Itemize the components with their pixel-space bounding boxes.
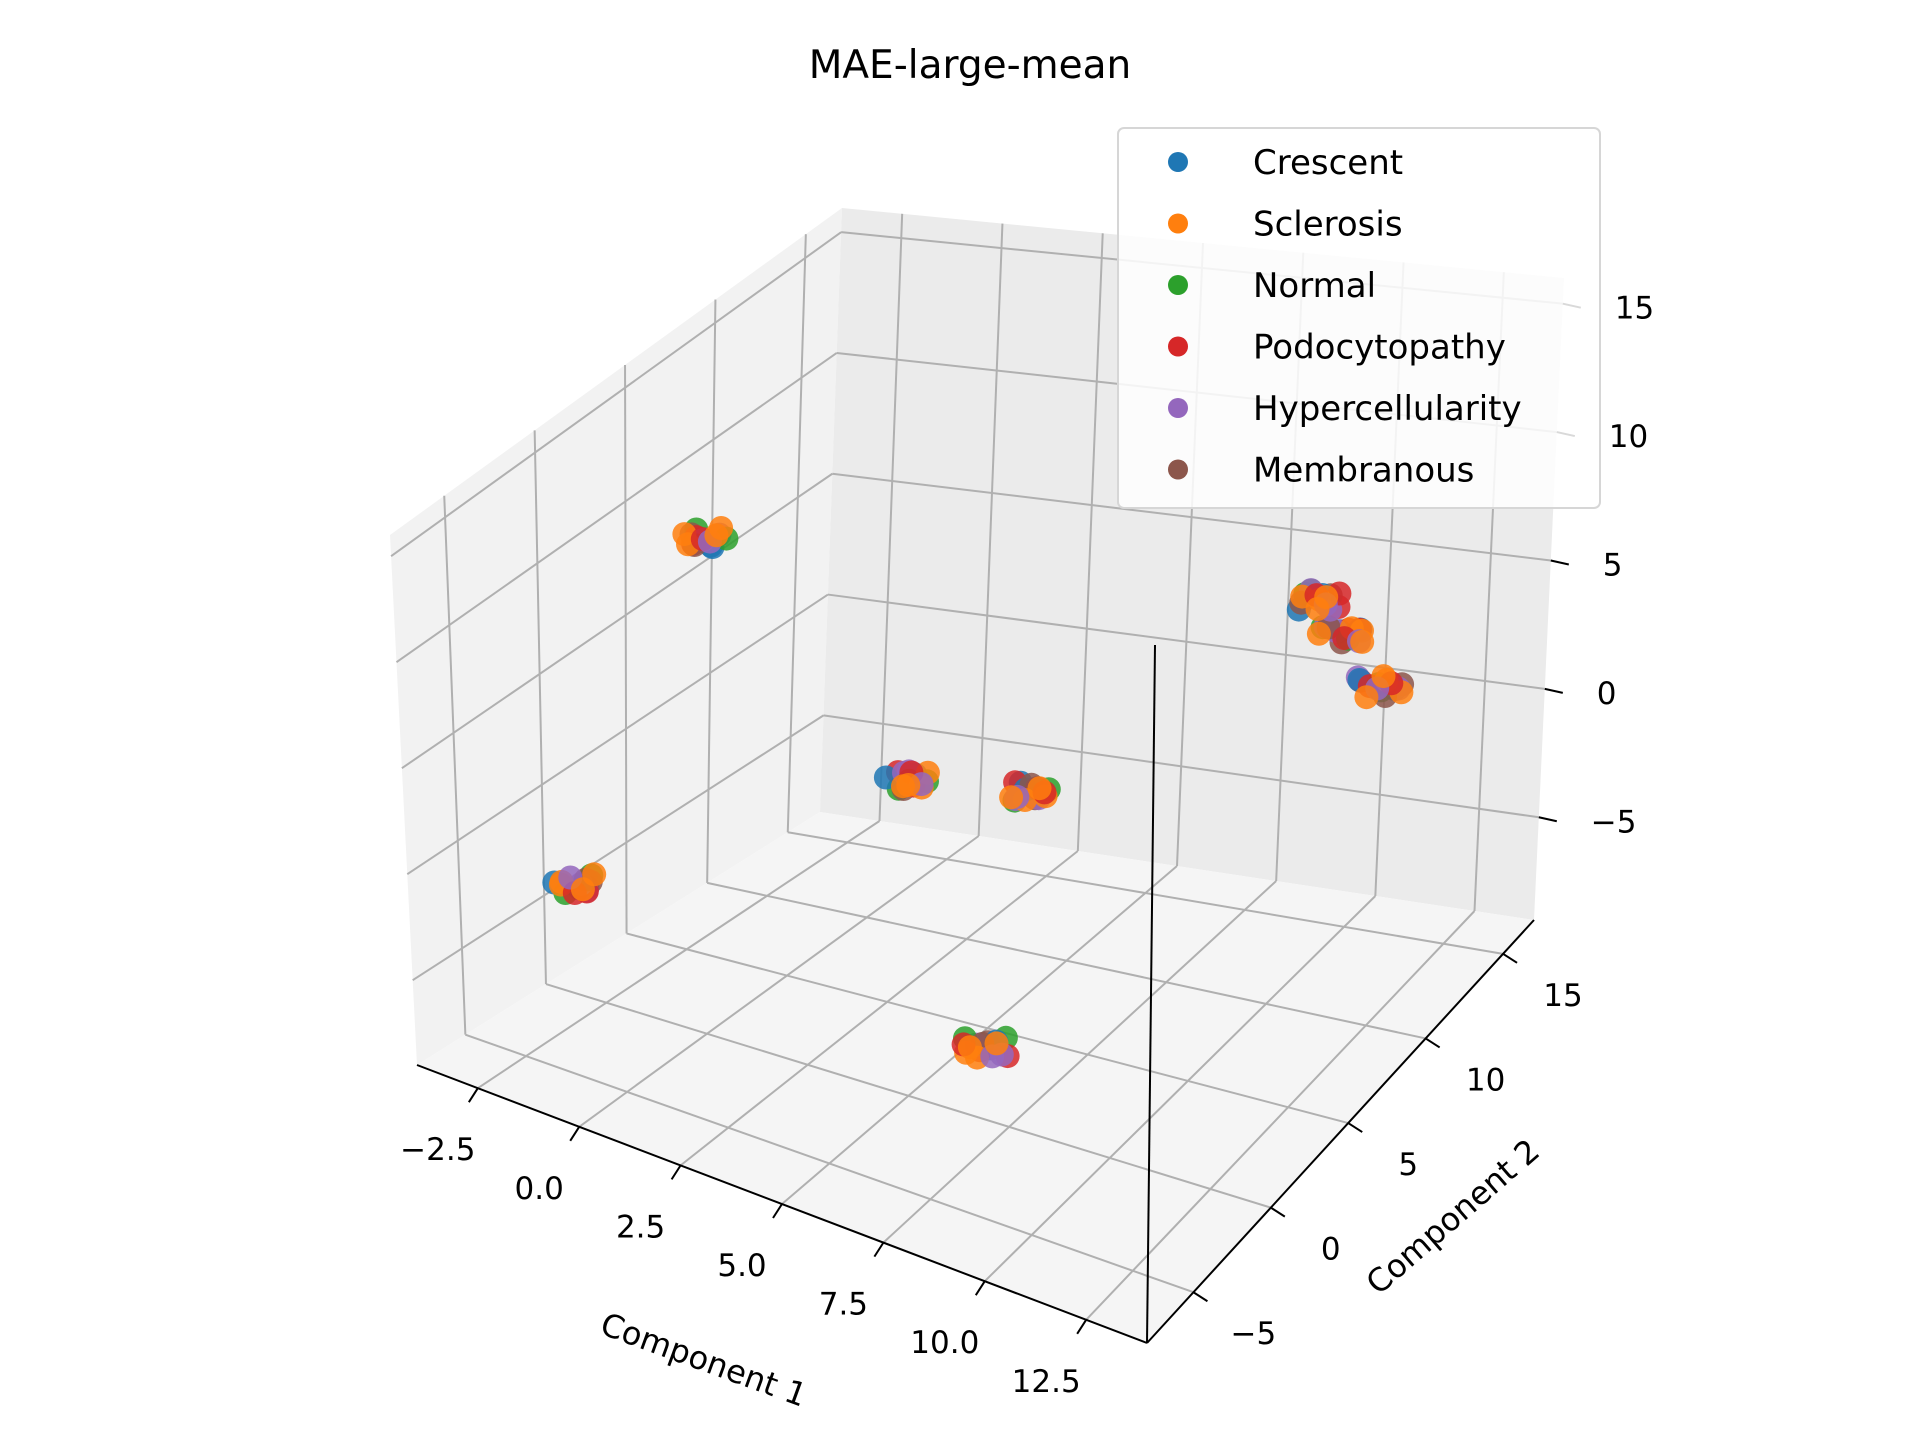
point-sclerosis (891, 774, 915, 799)
y-tick-label: 5 (1398, 1147, 1418, 1183)
point-sclerosis (1314, 585, 1339, 610)
point-sclerosis (1350, 629, 1375, 654)
z-tick-label: 0 (1597, 676, 1617, 712)
z-tick-label: 10 (1609, 419, 1648, 455)
z-axis-line (1146, 644, 1156, 1344)
x-tick-label: 10.0 (910, 1325, 979, 1361)
z-tick-mark (1550, 559, 1570, 566)
legend-label-sclerosis: Sclerosis (1253, 205, 1403, 245)
z-gridline-back (832, 472, 1551, 562)
point-sclerosis (999, 785, 1024, 810)
axis-lines (416, 302, 1582, 1344)
y-gridline-left (786, 234, 807, 833)
z-gridline-left (406, 593, 829, 876)
pane-left (390, 208, 842, 1065)
y-tick-mark (1192, 1291, 1208, 1303)
data-points (542, 516, 1415, 1070)
x-gridline-floor (578, 835, 980, 1128)
x-tick-mark (569, 1126, 581, 1142)
z-gridline-left (401, 472, 833, 770)
x-gridline-floor (882, 880, 1277, 1244)
z-tick-label: 15 (1615, 291, 1654, 327)
legend: Crescent Sclerosis Normal Podocytopathy Hype… (1117, 127, 1601, 509)
x-gridline-floor (477, 820, 881, 1089)
y-tick-mark (1425, 1037, 1441, 1049)
point-sclerosis (1306, 621, 1331, 646)
point-sclerosis (582, 862, 607, 887)
point-sclerosis (957, 1035, 982, 1060)
x-gridline-floor (679, 850, 1079, 1167)
y-tick-mark (1502, 952, 1518, 964)
y-gridline-left (533, 430, 547, 985)
x-tick-label: 7.5 (819, 1287, 868, 1323)
point-sclerosis (1027, 776, 1052, 801)
y-tick-mark (1270, 1206, 1286, 1218)
y-gridline-floor (787, 831, 1504, 955)
legend-label-crescent: Crescent (1253, 143, 1403, 183)
x-axis-label: Component 1 (596, 1305, 812, 1415)
z-tick-label: 5 (1603, 548, 1623, 584)
legend-marker-normal (1168, 275, 1188, 295)
z-tick-mark (1538, 816, 1558, 823)
x-gridline-back (878, 213, 904, 822)
x-tick-mark (873, 1242, 885, 1258)
y-axis-label: Component 2 (1359, 1131, 1547, 1302)
y-tick-label: 10 (1466, 1062, 1505, 1098)
legend-marker-crescent (1168, 152, 1188, 172)
point-sclerosis (1371, 664, 1396, 689)
x-gridline-floor (984, 895, 1377, 1282)
legend-label-membranous: Membranous (1253, 451, 1474, 491)
legend-label-podocytopathy: Podocytopathy (1253, 328, 1506, 368)
y-axis-line (1146, 919, 1535, 1344)
x-tick-label: 12.5 (1012, 1364, 1081, 1400)
legend-marker-sclerosis (1168, 213, 1188, 234)
legend-marker-membranous (1168, 459, 1188, 480)
y-tick-label: −5 (1231, 1316, 1277, 1352)
x-tick-mark (974, 1280, 986, 1296)
x-gridline-back (977, 223, 1004, 837)
y-gridline-left (624, 364, 628, 934)
z-gridline-back (827, 593, 1545, 690)
legend-box (1117, 127, 1601, 509)
y-gridline-floor (465, 1033, 1194, 1294)
x-tick-mark (670, 1164, 682, 1180)
z-gridline-left (412, 714, 825, 982)
point-sclerosis (984, 1031, 1009, 1056)
legend-marker-hypercellularity (1168, 398, 1188, 418)
tick-labels: −2.5 0.0 2.5 5.0 7.5 10.0 12.5 −5 0 5 10 15 −5 0 5 10 15 (400, 291, 1654, 1400)
y-gridline-left (706, 299, 717, 883)
y-gridline-floor (626, 932, 1349, 1125)
z-gridline-back (823, 714, 1539, 819)
x-tick-mark (772, 1203, 783, 1219)
y-tick-label: 0 (1321, 1232, 1341, 1268)
y-gridline-floor (545, 983, 1272, 1209)
chart-title: MAE-large-mean (809, 43, 1132, 88)
y-tick-mark (1347, 1122, 1363, 1133)
y-tick-label: 15 (1543, 978, 1582, 1014)
legend-label-normal: Normal (1253, 266, 1376, 306)
z-tick-mark (1544, 687, 1564, 694)
x-tick-label: 5.0 (717, 1248, 766, 1284)
z-gridline-left (395, 352, 838, 664)
legend-label-hypercellularity: Hypercellularity (1253, 389, 1522, 429)
x-gridline-back (1076, 233, 1104, 852)
x-tick-label: −2.5 (400, 1132, 475, 1168)
x-tick-label: 0.0 (515, 1171, 564, 1207)
pane-floor (417, 812, 1534, 1343)
z-tick-label: −5 (1591, 804, 1637, 840)
point-sclerosis (672, 522, 697, 547)
y-gridline-floor (706, 881, 1426, 1040)
y-gridline-left (443, 495, 467, 1035)
point-sclerosis (709, 516, 734, 540)
x-tick-mark (467, 1087, 479, 1103)
x-tick-label: 2.5 (616, 1209, 665, 1245)
x-tick-mark (1076, 1319, 1088, 1335)
legend-marker-podocytopathy (1168, 336, 1188, 357)
point-sclerosis (1354, 685, 1379, 710)
x-gridline-floor (1085, 910, 1476, 1321)
z-gridline-left (390, 231, 842, 558)
